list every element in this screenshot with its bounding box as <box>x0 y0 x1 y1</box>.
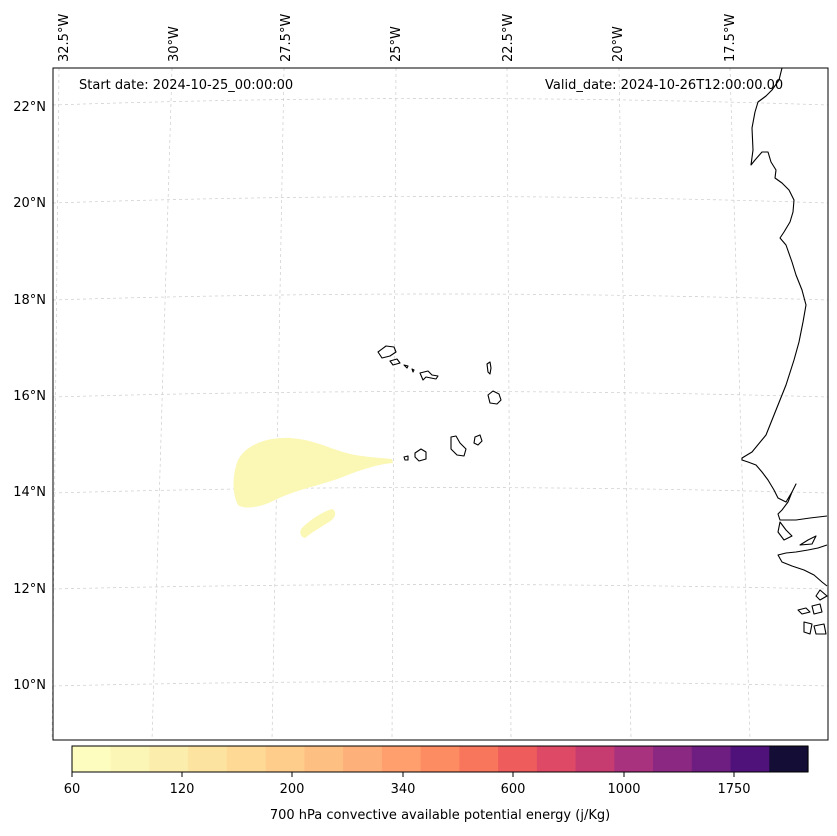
colorbar-swatch <box>536 746 577 772</box>
african-coastline <box>741 67 828 521</box>
lon-label: 22.5°W <box>501 14 516 62</box>
bijagos-islands-3 <box>803 621 813 635</box>
lat-label: 20°N <box>13 196 46 211</box>
colorbar-swatch <box>575 746 615 772</box>
coast-inlet-1 <box>777 521 793 541</box>
island-sao-nicolau-east <box>419 370 439 381</box>
island-boa-vista <box>487 390 502 405</box>
colorbar-tick-label: 600 <box>501 782 526 797</box>
colorbar-tick-label: 1000 <box>607 782 640 797</box>
colorbar-swatch <box>691 746 732 772</box>
lon-label: 17.5°W <box>723 14 738 62</box>
colorbar-tick-label: 120 <box>170 782 195 797</box>
colorbar-tick-labels: 60 120 200 340 600 1000 1750 <box>64 782 751 797</box>
island-sal <box>486 361 492 375</box>
colorbar-caption: 700 hPa convective available potential e… <box>269 808 611 823</box>
lat-label: 22°N <box>13 100 46 115</box>
colorbar: 60 120 200 340 600 1000 1750 <box>64 745 809 797</box>
colorbar-tick-label: 1750 <box>717 782 750 797</box>
latitude-labels: 22°N 20°N 18°N 16°N 14°N 12°N 10°N <box>13 100 46 693</box>
colorbar-swatch <box>498 746 538 772</box>
colorbar-swatch <box>730 746 770 772</box>
cape-region-main <box>233 437 393 508</box>
colorbar-swatch <box>149 746 189 772</box>
lon-label: 27.5°W <box>279 14 294 62</box>
map-panel <box>51 67 829 741</box>
colorbar-swatch <box>420 746 460 772</box>
coast-inlet-3 <box>815 589 828 601</box>
cape-shading <box>233 437 393 538</box>
lon-label: 20°W <box>611 26 626 62</box>
colorbar-tick-label: 340 <box>391 782 416 797</box>
bijagos-islands-4 <box>813 623 827 635</box>
colorbar-swatches <box>72 746 809 772</box>
colorbar-swatch <box>72 746 112 772</box>
colorbar-swatch <box>614 746 654 772</box>
colorbar-frame <box>71 745 809 773</box>
island-santo-antao <box>377 345 397 359</box>
island-santiago <box>450 435 467 457</box>
island-maio <box>473 434 483 446</box>
colorbar-swatch <box>343 746 383 772</box>
lat-label: 18°N <box>13 293 46 308</box>
colorbar-swatch <box>769 746 809 772</box>
lat-label: 10°N <box>13 678 46 693</box>
bijagos-islands-1 <box>797 607 811 615</box>
colorbar-swatch <box>188 746 228 772</box>
colorbar-swatch <box>265 746 306 772</box>
map-frame <box>52 67 829 741</box>
cape-region-small <box>300 509 336 538</box>
island-sao-vicente <box>389 358 401 366</box>
colorbar-swatch <box>226 746 267 772</box>
guinea-bissau-coast <box>777 544 828 587</box>
island-fogo <box>414 448 427 462</box>
colorbar-swatch <box>459 746 499 772</box>
colorbar-ticks <box>71 772 735 777</box>
valid-date-label: Valid_date: 2024-10-26T12:00:00.00 <box>545 78 784 93</box>
bijagos-islands-2 <box>811 603 823 615</box>
lat-label: 12°N <box>13 582 46 597</box>
lat-label: 16°N <box>13 389 46 404</box>
coastlines <box>377 67 828 635</box>
lon-label: 30°W <box>167 26 182 62</box>
lat-label: 14°N <box>13 485 46 500</box>
colorbar-swatch <box>653 746 693 772</box>
longitude-labels: 32.5°W 30°W 27.5°W 25°W 22.5°W 20°W 17.5… <box>57 14 738 62</box>
colorbar-swatch <box>381 746 422 772</box>
island-sao-nicolau <box>411 368 415 373</box>
colorbar-tick-label: 200 <box>280 782 305 797</box>
graticule <box>51 67 829 741</box>
island-santa-luzia <box>403 364 409 369</box>
colorbar-swatch <box>110 746 151 772</box>
start-date-label: Start date: 2024-10-25_00:00:00 <box>79 78 294 93</box>
island-brava <box>403 455 409 461</box>
lon-label: 25°W <box>389 26 404 62</box>
colorbar-swatch <box>304 746 344 772</box>
coast-inlet-2 <box>799 535 817 546</box>
colorbar-tick-label: 60 <box>64 782 81 797</box>
lon-label: 32.5°W <box>57 14 72 62</box>
